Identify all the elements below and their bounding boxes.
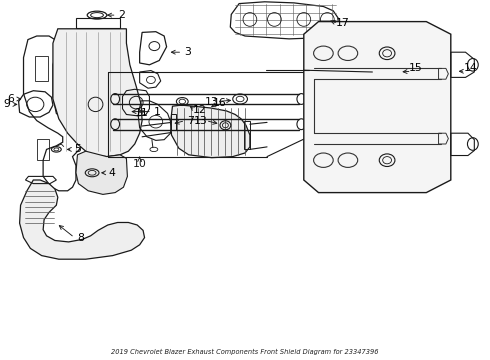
Text: 1: 1 <box>153 107 160 117</box>
Text: 11: 11 <box>135 108 149 118</box>
Text: 5: 5 <box>74 144 81 154</box>
Text: 7: 7 <box>187 116 194 126</box>
Text: 12: 12 <box>193 105 207 115</box>
Polygon shape <box>304 22 451 193</box>
Text: 13: 13 <box>194 116 208 126</box>
Polygon shape <box>20 180 145 259</box>
Polygon shape <box>171 105 250 158</box>
Text: 3: 3 <box>184 47 191 57</box>
Text: 10: 10 <box>133 159 147 169</box>
Text: 14: 14 <box>464 63 477 73</box>
Text: 2: 2 <box>118 10 125 20</box>
Text: 4: 4 <box>108 168 115 178</box>
Text: 2019 Chevrolet Blazer Exhaust Components Front Shield Diagram for 23347396: 2019 Chevrolet Blazer Exhaust Components… <box>111 349 379 355</box>
Text: 6: 6 <box>7 94 14 104</box>
Text: 13: 13 <box>205 96 219 107</box>
Polygon shape <box>53 29 142 157</box>
Text: 9: 9 <box>3 99 10 109</box>
Text: 16: 16 <box>213 98 226 108</box>
Polygon shape <box>76 151 127 194</box>
Text: 15: 15 <box>409 63 422 73</box>
Text: 17: 17 <box>336 18 350 28</box>
Text: 8: 8 <box>77 233 84 243</box>
